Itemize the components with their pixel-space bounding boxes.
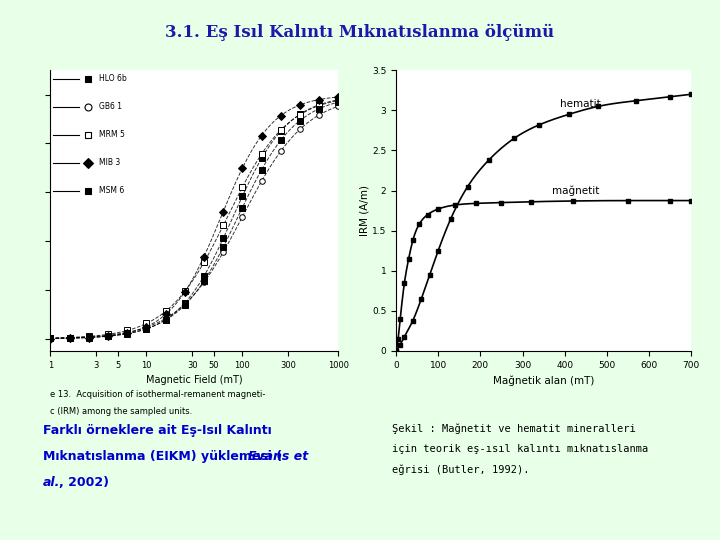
Text: GB6 1: GB6 1: [99, 102, 122, 111]
Text: c (IRM) among the sampled units.: c (IRM) among the sampled units.: [50, 407, 193, 416]
X-axis label: Magnetic Field (mT): Magnetic Field (mT): [146, 375, 243, 385]
Text: MSM 6: MSM 6: [99, 186, 125, 195]
Y-axis label: IRM (A/m): IRM (A/m): [359, 185, 369, 236]
Text: MRM 5: MRM 5: [99, 130, 125, 139]
X-axis label: Mağnetik alan (mT): Mağnetik alan (mT): [493, 375, 594, 386]
Text: Evans et: Evans et: [248, 450, 309, 463]
Text: Şekil : Mağnetit ve hematit mineralleri: Şekil : Mağnetit ve hematit mineralleri: [392, 424, 636, 434]
Text: mağnetit: mağnetit: [552, 185, 600, 196]
Text: 3.1. Eş Isıl Kalıntı Mıknatıslanma ölçümü: 3.1. Eş Isıl Kalıntı Mıknatıslanma ölçüm…: [166, 24, 554, 42]
Text: Farklı örneklere ait Eş-Isıl Kalıntı: Farklı örneklere ait Eş-Isıl Kalıntı: [43, 424, 272, 437]
Text: e 13.  Acquisition of isothermal-remanent magneti-: e 13. Acquisition of isothermal-remanent…: [50, 390, 266, 399]
Text: hematit: hematit: [560, 99, 601, 109]
Text: için teorik eş-ısıl kalıntı mıknatıslanma: için teorik eş-ısıl kalıntı mıknatıslanm…: [392, 444, 649, 455]
Text: Mıknatıslanma (EIKM) yüklemesi (: Mıknatıslanma (EIKM) yüklemesi (: [43, 450, 282, 463]
Text: MIB 3: MIB 3: [99, 158, 121, 167]
Text: , 2002): , 2002): [59, 476, 109, 489]
Text: al.: al.: [43, 476, 60, 489]
Text: eğrisi (Butler, 1992).: eğrisi (Butler, 1992).: [392, 465, 530, 475]
Text: HLO 6b: HLO 6b: [99, 74, 127, 83]
